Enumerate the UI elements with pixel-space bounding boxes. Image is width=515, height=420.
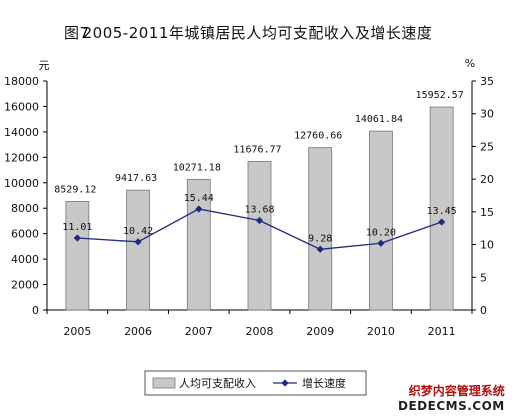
income-bar [65, 201, 90, 311]
watermark-line-2: DEDECMS.COM [398, 399, 505, 413]
chart-title: 图7 2005-2011年城镇居民人均可支配收入及增长速度 [0, 22, 515, 43]
income-bar-label: 15952.57 [416, 90, 464, 101]
figure-number: 图7 [64, 24, 90, 42]
y-left-tick-label: 18000 [4, 75, 39, 88]
watermark-line-1: 织梦内容管理系统 [408, 384, 505, 398]
x-tick-label: 2008 [246, 325, 274, 338]
y-right-unit: % [465, 57, 475, 70]
y-right-tick-label: 0 [480, 304, 487, 317]
growth-rate-label: 11.01 [62, 222, 92, 233]
growth-rate-label: 15.44 [184, 193, 214, 204]
growth-rate-point [377, 239, 385, 247]
y-right-tick-label: 35 [480, 75, 494, 88]
y-left-tick-label: 14000 [4, 126, 39, 139]
growth-rate-point [73, 234, 81, 242]
y-right-tick-label: 30 [480, 108, 494, 121]
y-left-unit: 元 [39, 59, 50, 72]
growth-rate-point [255, 216, 264, 225]
growth-rate-point [195, 205, 203, 213]
legend-marker-growth [281, 379, 289, 387]
y-left-tick-label: 12000 [4, 151, 39, 164]
x-tick-label: 2006 [124, 325, 152, 338]
figure-title: 2005-2011年城镇居民人均可支配收入及增长速度 [82, 24, 433, 42]
y-left-tick-label: 4000 [11, 253, 39, 266]
x-tick-label: 2007 [185, 325, 213, 338]
income-bar-label: 8529.12 [54, 184, 96, 195]
y-right-tick-label: 15 [480, 206, 494, 219]
income-bar [247, 161, 272, 311]
income-bar [126, 189, 150, 311]
growth-rate-label: 13.68 [244, 204, 274, 215]
growth-rate-point [134, 238, 142, 246]
y-right-tick-label: 20 [480, 173, 494, 186]
y-left-tick-label: 16000 [4, 100, 39, 113]
income-bar [429, 106, 454, 311]
y-left-tick-label: 0 [32, 304, 39, 317]
x-tick-label: 2011 [428, 325, 456, 338]
y-left-tick-label: 10000 [4, 177, 39, 190]
y-left-tick-label: 6000 [11, 228, 39, 241]
income-bar-label: 11676.77 [233, 144, 281, 155]
legend-label-growth: 增长速度 [302, 376, 346, 390]
income-bar [369, 130, 393, 311]
income-bar-label: 9417.63 [115, 173, 157, 184]
y-right-tick-label: 25 [480, 140, 494, 153]
x-tick-label: 2009 [306, 325, 334, 338]
legend-label-income: 人均可支配收入 [179, 376, 256, 390]
y-right-tick-label: 10 [480, 239, 494, 252]
growth-rate-point [438, 218, 446, 226]
legend-swatch-income [152, 377, 176, 389]
growth-rate-label: 13.45 [427, 206, 457, 217]
income-bar [308, 147, 333, 311]
watermark: 织梦内容管理系统 DEDECMS.COM [398, 384, 505, 414]
income-bar-label: 14061.84 [355, 114, 403, 125]
growth-rate-label: 10.20 [366, 227, 396, 238]
y-right-tick-label: 5 [480, 271, 487, 284]
y-left-tick-label: 8000 [11, 202, 39, 215]
growth-rate-label: 9.28 [308, 233, 332, 244]
growth-rate-point [316, 245, 324, 253]
income-bar-label: 12760.66 [294, 131, 342, 142]
income-bar-label: 10271.18 [173, 162, 221, 173]
x-tick-label: 2005 [63, 325, 91, 338]
y-left-tick-label: 2000 [11, 279, 39, 292]
x-tick-label: 2010 [367, 325, 395, 338]
legend [144, 370, 367, 396]
growth-rate-label: 10.42 [123, 226, 153, 237]
